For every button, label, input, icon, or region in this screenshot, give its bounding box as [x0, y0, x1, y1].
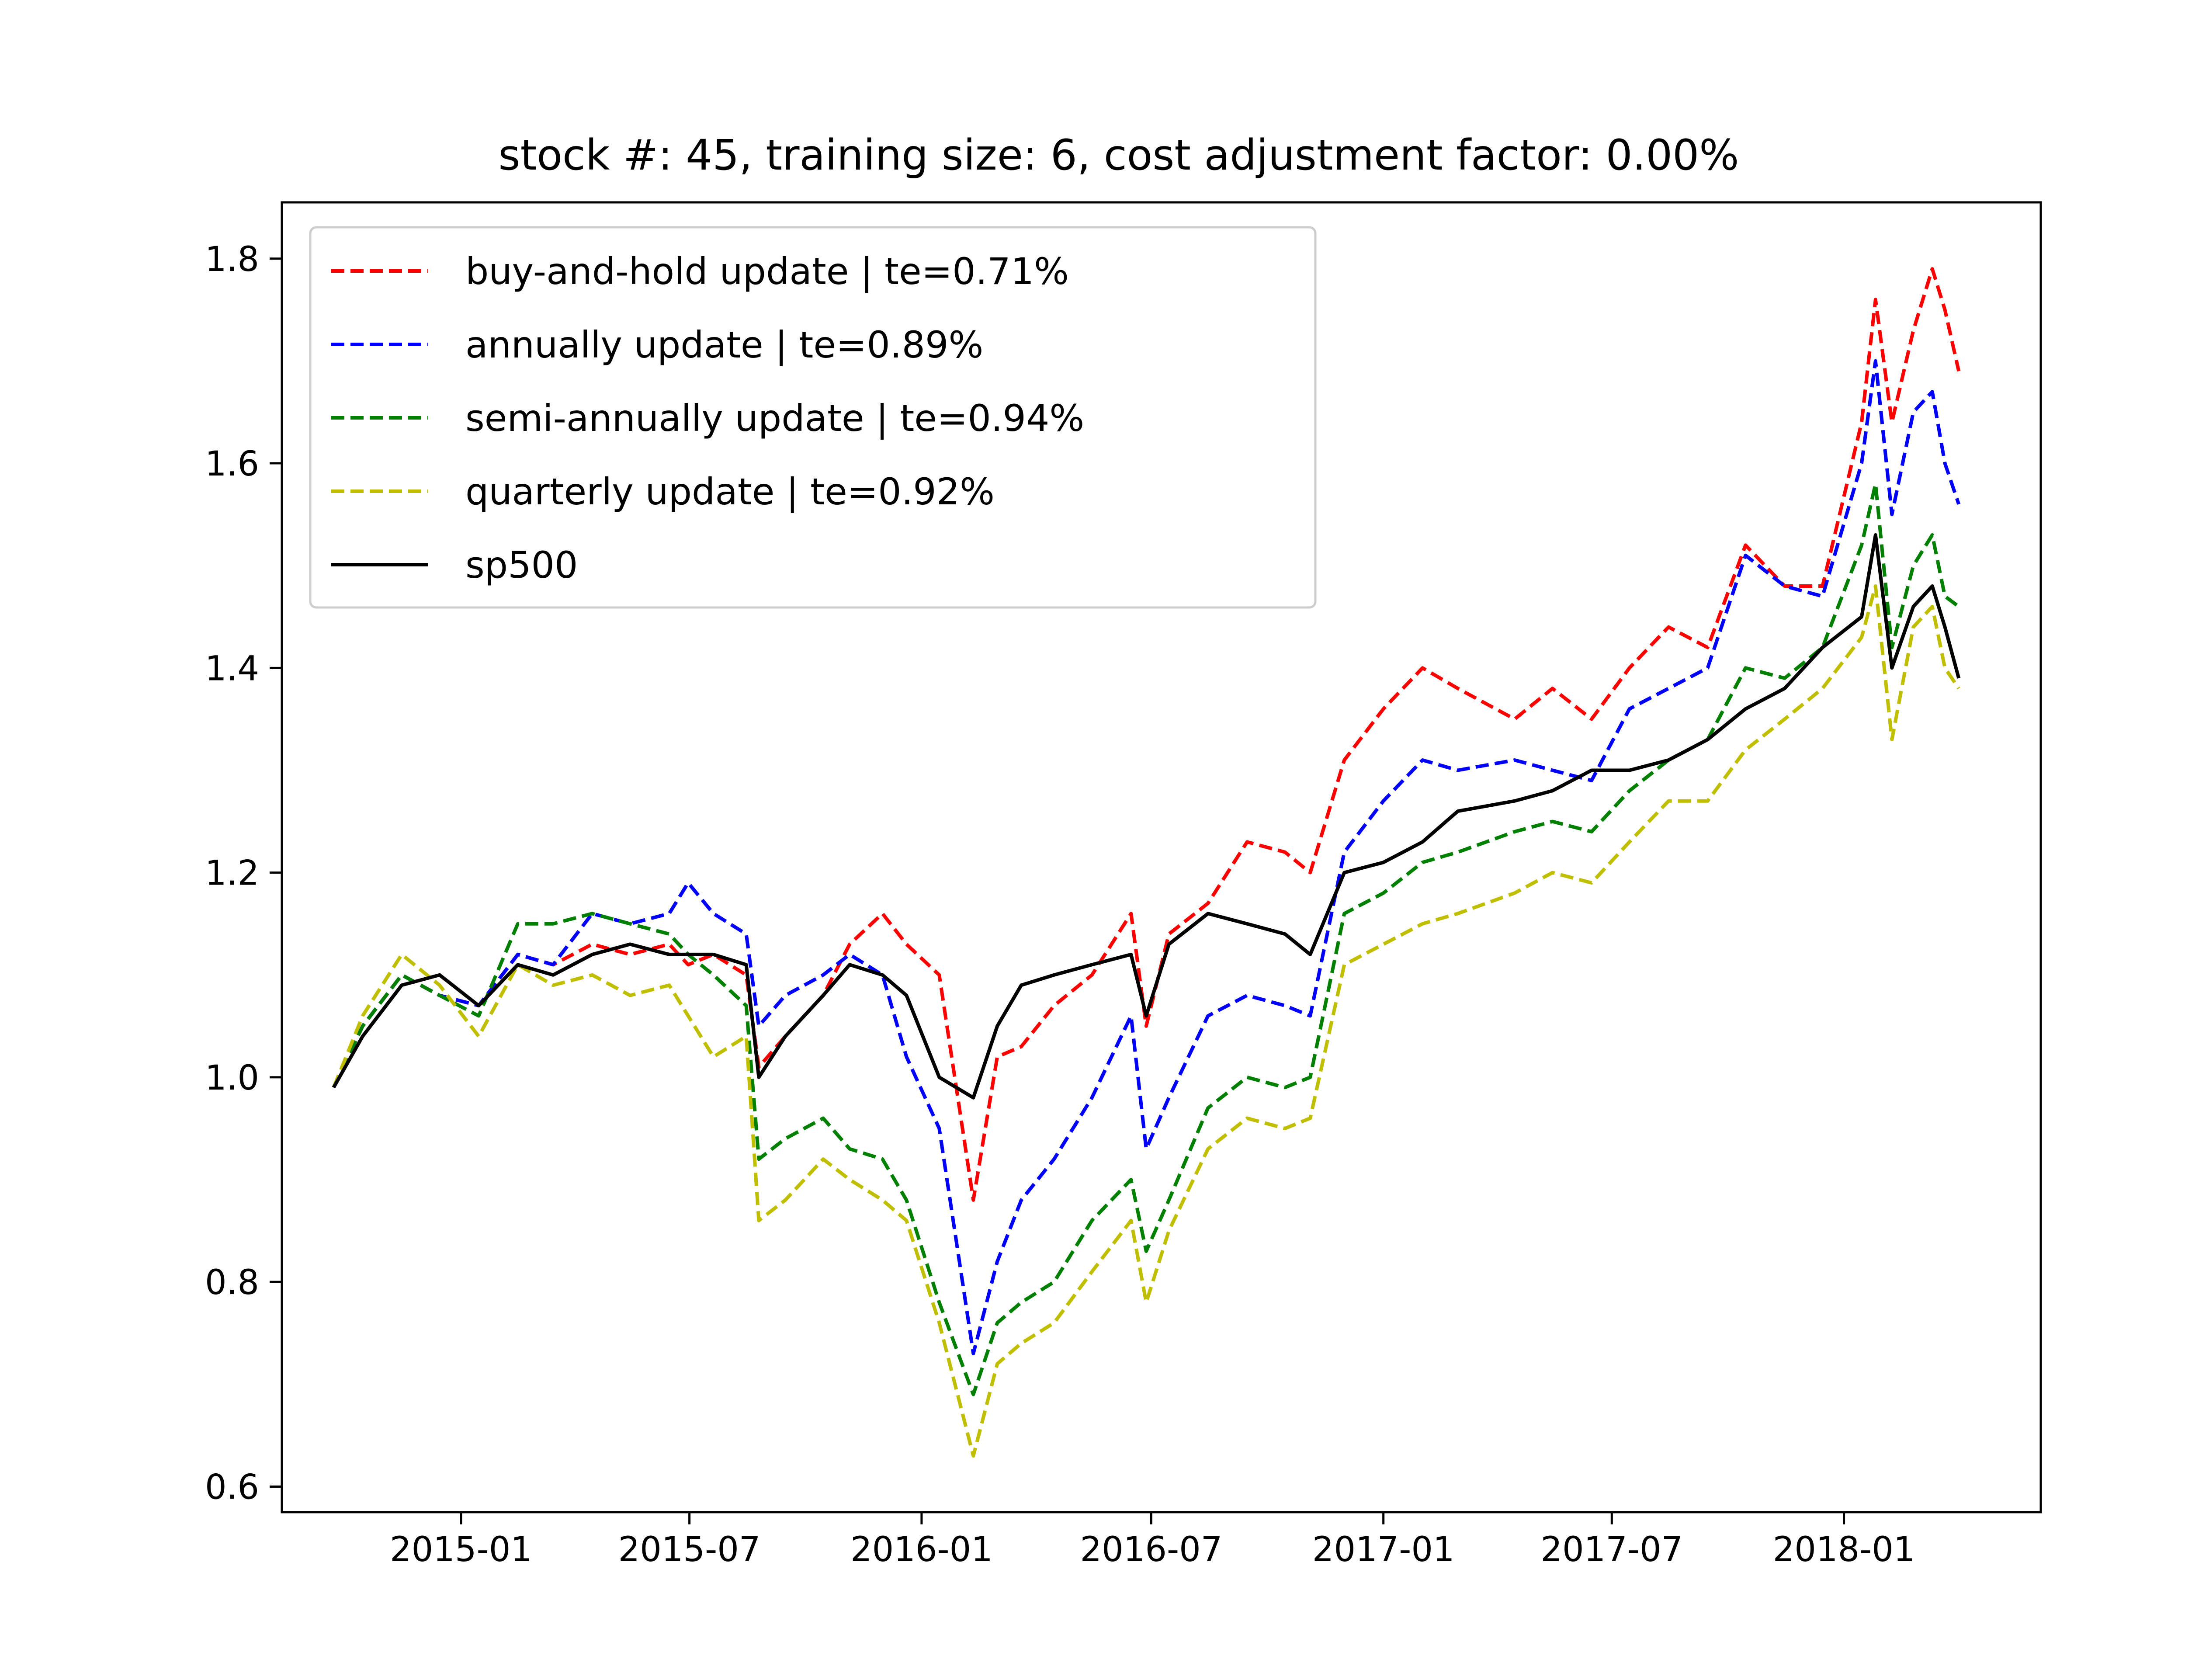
legend: buy-and-hold update | te=0.71% annually u…	[309, 226, 1317, 609]
y-tick-label: 1.8	[205, 240, 259, 279]
chart-title: stock #: 45, training size: 6, cost adju…	[499, 131, 1739, 180]
legend-label-1: annually update | te=0.89%	[465, 323, 983, 366]
series-line-4	[332, 533, 1961, 1100]
y-tick-label: 1.2	[205, 854, 259, 893]
series-line-1	[332, 359, 1961, 1356]
plot-frame	[281, 201, 2042, 1513]
x-tick-label: 2016-01	[850, 1530, 993, 1569]
x-tick-label: 2016-07	[1080, 1530, 1222, 1569]
x-tick-label: 2015-07	[618, 1530, 761, 1569]
x-tick-label: 2017-01	[1312, 1530, 1455, 1569]
legend-label-4: sp500	[465, 544, 578, 587]
x-tick-label: 2017-07	[1540, 1530, 1683, 1569]
y-tick-label: 0.6	[205, 1468, 259, 1507]
series-line-2	[332, 482, 1960, 1396]
legend-label-2: semi-annually update | te=0.94%	[465, 397, 1084, 440]
y-tick-label: 1.0	[205, 1059, 259, 1098]
series-line-3	[332, 584, 1960, 1458]
series-line-0	[332, 267, 1961, 1202]
x-tick-label: 2015-01	[390, 1530, 532, 1569]
x-tick-label: 2018-01	[1773, 1530, 1915, 1569]
plot-area	[332, 267, 1961, 1458]
y-axis: 0.6 0.8 1.0 1.2 1.4 1.6 1.8	[205, 240, 282, 1507]
legend-label-0: buy-and-hold update | te=0.71%	[465, 250, 1069, 293]
y-tick-label: 1.4	[205, 649, 259, 688]
y-tick-label: 1.6	[205, 444, 259, 484]
legend-label-3: quarterly update | te=0.92%	[465, 470, 995, 513]
legend-box	[309, 226, 1317, 609]
x-axis: 2015-01 2015-07 2016-01 2016-07 2017-01 2017-…	[390, 1512, 1915, 1569]
y-tick-label: 0.8	[205, 1263, 259, 1302]
